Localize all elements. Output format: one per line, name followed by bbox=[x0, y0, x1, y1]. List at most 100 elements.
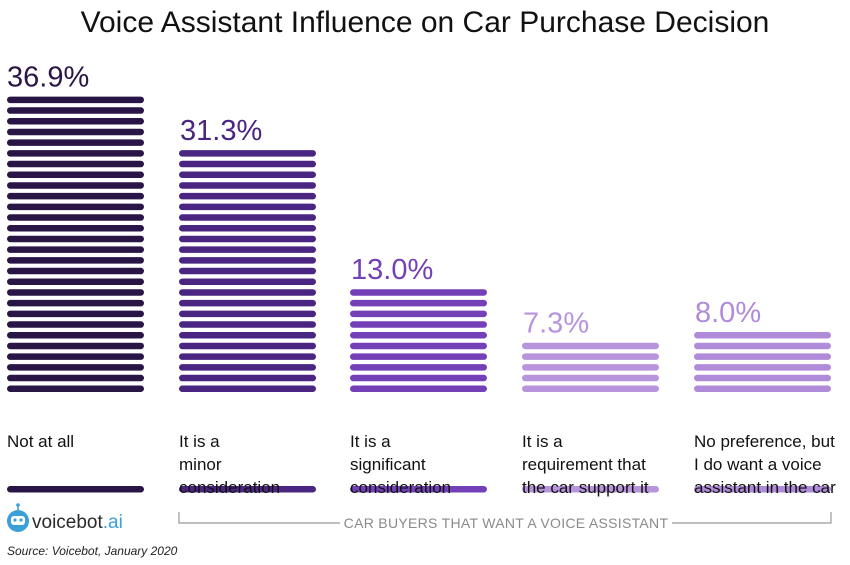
bar-stripe bbox=[350, 332, 487, 339]
bar-stripe bbox=[694, 385, 831, 392]
bar-stripe bbox=[179, 225, 316, 232]
bar-stripe bbox=[350, 364, 487, 371]
bar-stripe bbox=[179, 214, 316, 221]
bar-stripe bbox=[350, 353, 487, 360]
category-label-it-is-a-minor-consideration: It is a minor consideration bbox=[179, 432, 280, 497]
bar-stripe bbox=[7, 128, 144, 136]
bar-stripe bbox=[350, 374, 487, 382]
bar-stripe bbox=[179, 332, 316, 339]
bar-stripe bbox=[7, 364, 144, 371]
bar-stripe bbox=[350, 299, 487, 307]
bar-stripe bbox=[7, 171, 144, 178]
bar-stripe bbox=[7, 246, 144, 253]
bar-stripe bbox=[179, 267, 316, 275]
bar-stripe bbox=[694, 332, 831, 339]
voicebot-logo: voicebot.ai bbox=[7, 503, 123, 533]
bar-stripe bbox=[7, 289, 144, 296]
bar-stripe bbox=[179, 278, 316, 285]
bar-stripe bbox=[350, 321, 487, 328]
brace-right-line bbox=[672, 512, 832, 524]
bar-stripe bbox=[7, 374, 144, 382]
bar-stripe bbox=[7, 332, 144, 339]
value-label-2: 31.3% bbox=[180, 115, 262, 147]
bar-no-preference-but-i-do-want-a-voice-assistant-in-the-car bbox=[694, 332, 831, 392]
category-marker-2 bbox=[179, 486, 316, 493]
bar-stripe bbox=[350, 342, 487, 350]
bar-stripe bbox=[694, 374, 831, 382]
bar-it-is-a-requirement-that-the-car-support-it bbox=[522, 342, 659, 392]
bar-stripe bbox=[179, 385, 316, 392]
bar-stripe bbox=[7, 214, 144, 221]
brace-left-line bbox=[178, 512, 340, 524]
bar-stripe bbox=[179, 342, 316, 350]
bar-stripe bbox=[522, 353, 659, 360]
category-label-not-at-all: Not at all bbox=[7, 432, 74, 451]
bar-stripe bbox=[7, 310, 144, 318]
bar-stripe bbox=[7, 192, 144, 200]
bar-stripe bbox=[179, 257, 316, 264]
bar-stripe bbox=[694, 364, 831, 371]
group-label: CAR BUYERS THAT WANT A VOICE ASSISTANT bbox=[344, 515, 669, 531]
bar-stripe bbox=[7, 160, 144, 168]
value-label-5: 8.0% bbox=[695, 297, 761, 329]
bar-stripe bbox=[7, 203, 144, 211]
bar-stripe bbox=[179, 235, 316, 243]
category-marker-4 bbox=[522, 486, 659, 493]
bar-it-is-a-minor-consideration bbox=[179, 150, 316, 392]
bar-stripe bbox=[7, 182, 144, 189]
bar-stripe bbox=[179, 289, 316, 296]
bar-stripe bbox=[7, 278, 144, 285]
bar-not-at-all bbox=[7, 96, 144, 392]
bar-stripe bbox=[7, 321, 144, 328]
bar-stripe bbox=[179, 246, 316, 253]
bar-stripe bbox=[7, 267, 144, 275]
source-note: Source: Voicebot, January 2020 bbox=[7, 544, 178, 558]
bar-stripe bbox=[7, 118, 144, 125]
robot-icon bbox=[7, 503, 29, 532]
bar-stripe bbox=[179, 160, 316, 168]
bar-stripe bbox=[179, 321, 316, 328]
chart-title: Voice Assistant Influence on Car Purchas… bbox=[81, 6, 770, 39]
labels-layer: 36.9% Not at all 31.3% It is a minor consider… bbox=[7, 62, 836, 497]
bar-stripe bbox=[7, 342, 144, 350]
category-marker-5 bbox=[694, 486, 831, 493]
bar-stripe bbox=[7, 299, 144, 307]
bar-stripe bbox=[179, 299, 316, 307]
bar-stripe bbox=[179, 353, 316, 360]
category-label-it-is-a-significant-consideration: It is a significant consideration bbox=[350, 432, 451, 497]
bar-stripe bbox=[350, 289, 487, 296]
brand-name: voicebot.ai bbox=[32, 512, 123, 533]
bar-stripe bbox=[7, 139, 144, 146]
bar-stripe bbox=[7, 150, 144, 157]
bar-stripe bbox=[7, 235, 144, 243]
value-label-4: 7.3% bbox=[523, 308, 589, 340]
bar-stripe bbox=[350, 310, 487, 318]
category-label-no-preference-but-i-do-want-a-voice-assistant-in-the-car: No preference, but I do want a voice assis… bbox=[694, 432, 836, 497]
bar-stripe bbox=[7, 225, 144, 232]
category-marker-3 bbox=[350, 486, 487, 493]
bar-stripe bbox=[7, 107, 144, 114]
bar-stripe bbox=[179, 364, 316, 371]
bar-stripe bbox=[179, 192, 316, 200]
bar-stripe bbox=[179, 150, 316, 157]
bar-stripe bbox=[7, 96, 144, 104]
bar-stripe bbox=[522, 374, 659, 382]
bar-stripe bbox=[179, 374, 316, 382]
category-label-it-is-a-requirement-that-the-car-support-it: It is a requirement that the car support i… bbox=[522, 432, 649, 497]
bar-stripe bbox=[522, 342, 659, 350]
bar-stripe bbox=[179, 310, 316, 318]
bar-stripe bbox=[7, 385, 144, 392]
bar-it-is-a-significant-consideration bbox=[350, 289, 487, 392]
value-label-1: 36.9% bbox=[7, 62, 89, 94]
bar-stripe bbox=[350, 385, 487, 392]
bar-stripe bbox=[522, 364, 659, 371]
bar-stripe bbox=[7, 257, 144, 264]
bar-stripe bbox=[179, 182, 316, 189]
bar-stripe bbox=[179, 171, 316, 178]
bar-stripe bbox=[694, 342, 831, 350]
bar-stripe bbox=[694, 353, 831, 360]
bar-stripe bbox=[7, 353, 144, 360]
bars-layer bbox=[7, 96, 831, 493]
value-label-3: 13.0% bbox=[351, 254, 433, 286]
